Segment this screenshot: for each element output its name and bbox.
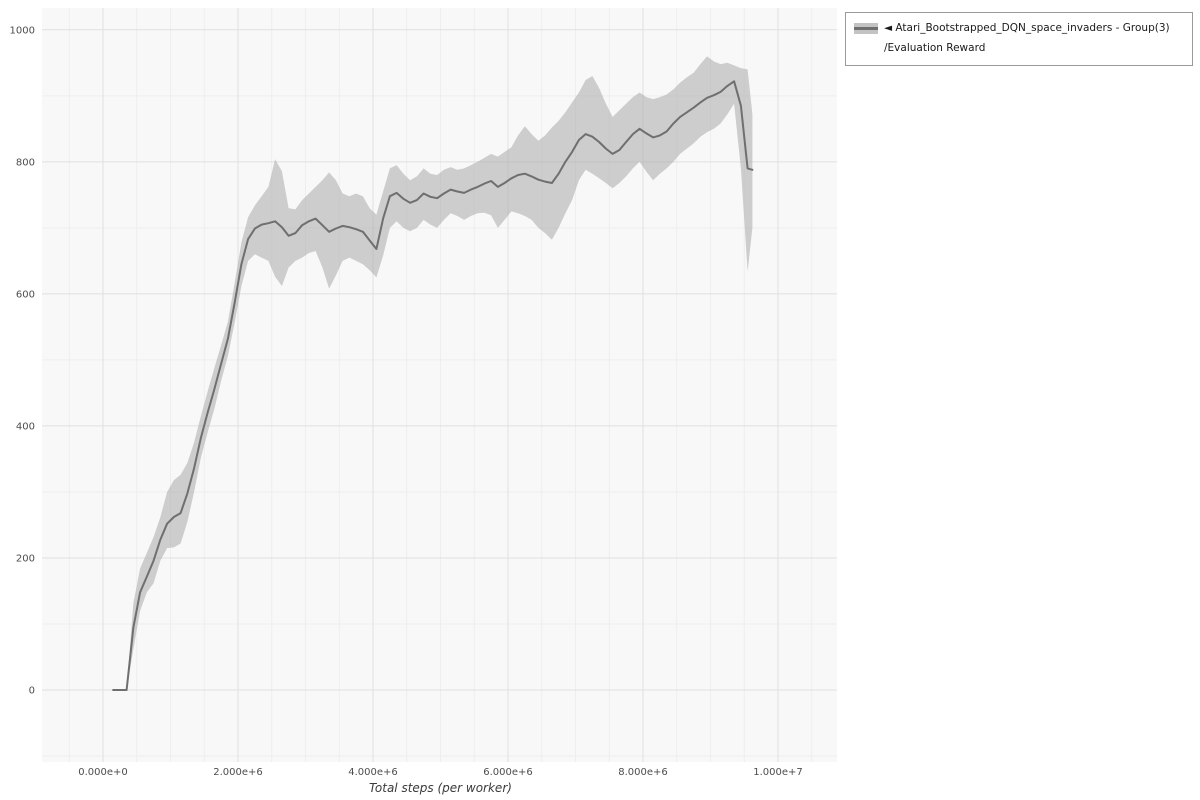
axis-tick-labels: 0.000e+0 2.000e+6 4.000e+6 6.000e+6 8.000e+6… xyxy=(10,25,803,778)
legend-metric-name: /Evaluation Reward xyxy=(884,41,986,54)
x-tick-label: 8.000e+6 xyxy=(618,767,668,778)
y-tick-label: 0 xyxy=(29,686,35,697)
y-tick-label: 400 xyxy=(16,421,35,432)
legend-series-name: Atari_Bootstrapped_DQN_space_invaders - … xyxy=(895,22,1170,34)
x-tick-label: 0.000e+0 xyxy=(78,767,128,778)
x-tick-label: 4.000e+6 xyxy=(348,767,398,778)
legend-series-swatch xyxy=(854,23,878,34)
y-tick-label: 600 xyxy=(16,289,35,300)
x-tick-label: 1.000e+7 xyxy=(753,767,803,778)
y-tick-label: 1000 xyxy=(10,25,35,36)
x-tick-label: 2.000e+6 xyxy=(213,767,263,778)
y-tick-label: 200 xyxy=(16,554,35,565)
legend-collapse-icon[interactable]: ◄ xyxy=(884,22,893,34)
x-axis-title: Total steps (per worker) xyxy=(369,781,512,795)
legend-label: ◄ Atari_Bootstrapped_DQN_space_invaders … xyxy=(884,19,1170,59)
x-tick-label: 6.000e+6 xyxy=(483,767,533,778)
legend[interactable]: ◄ Atari_Bootstrapped_DQN_space_invaders … xyxy=(845,12,1193,66)
gridlines xyxy=(42,8,837,762)
mean-line xyxy=(112,80,754,691)
y-tick-label: 800 xyxy=(16,157,35,168)
legend-swatch-line xyxy=(854,27,878,30)
confidence-band xyxy=(113,56,753,690)
